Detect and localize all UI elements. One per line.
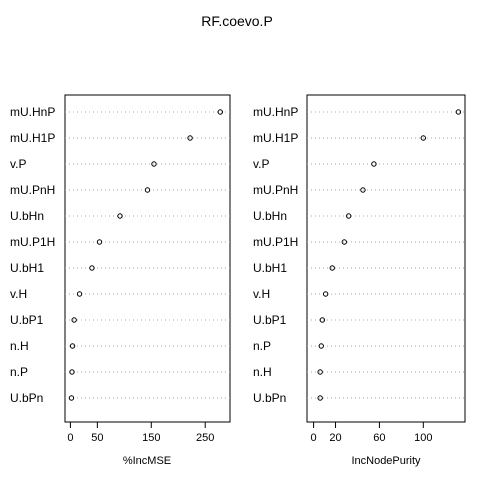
point-u-bhn — [345, 213, 352, 219]
x-tick-label: 20 — [329, 432, 341, 444]
category-label-u-bp1: U.bP1 — [10, 313, 44, 327]
point-u-bhn — [117, 213, 123, 219]
point-n-p — [318, 343, 324, 349]
category-label-v-p: v.P — [10, 157, 26, 171]
category-label-mu-h1p: mU.H1P — [10, 131, 55, 145]
point-mu-hnp — [455, 109, 462, 115]
category-label-v-h: v.H — [10, 287, 27, 301]
category-label-mu-hnp: mU.HnP — [253, 105, 298, 119]
x-tick-label: 250 — [196, 432, 214, 444]
chart-title: RF.coevo.P — [201, 13, 273, 29]
point-n-p — [69, 369, 75, 375]
point-mu-pnh — [144, 187, 151, 193]
x-tick-label: 0 — [67, 432, 73, 444]
point-u-bp1 — [319, 317, 326, 323]
plot-frame — [306, 94, 466, 423]
category-label-u-bpn: U.bPn — [10, 391, 43, 405]
x-tick-label: 0 — [311, 432, 317, 444]
x-axis-label: %IncMSE — [123, 455, 171, 467]
point-u-bpn — [317, 395, 323, 401]
point-n-h — [69, 343, 76, 349]
category-label-v-h: v.H — [253, 287, 270, 301]
category-label-n-h: n.H — [10, 339, 29, 353]
category-label-v-p: v.P — [253, 157, 269, 171]
point-u-bp1 — [71, 317, 77, 323]
category-label-u-bhn: U.bHn — [253, 209, 287, 223]
point-mu-hnp — [217, 109, 223, 115]
panel-incnodepurity: mU.HnP mU.H1P v.P mU.PnH U.bHn mU.P1H U.bH1 v.H… — [253, 94, 466, 467]
panel-incmse: mU.HnP mU.H1P v.P mU.PnH U.bHn mU.P1H U.bH1 v.H… — [10, 94, 231, 467]
category-label-mu-pnh: mU.PnH — [253, 183, 298, 197]
point-mu-pnh — [360, 187, 366, 193]
x-tick-label: 50 — [91, 432, 103, 444]
point-mu-h1p — [420, 135, 427, 141]
point-u-bh1 — [89, 265, 95, 271]
point-mu-h1p — [187, 135, 193, 141]
category-label-u-bh1: U.bH1 — [253, 261, 287, 275]
category-label-u-bpn: U.bPn — [253, 391, 286, 405]
point-v-p — [371, 161, 377, 167]
category-label-n-p: n.P — [10, 365, 28, 379]
point-u-bpn — [68, 395, 75, 401]
category-label-mu-p1h: mU.P1H — [253, 235, 298, 249]
category-label-u-bp1: U.bP1 — [253, 313, 287, 327]
point-v-h — [322, 291, 329, 297]
point-u-bh1 — [329, 265, 335, 271]
plot-frame — [64, 94, 231, 423]
x-tick-label: 100 — [414, 432, 432, 444]
point-n-h — [317, 369, 323, 375]
category-label-mu-p1h: mU.P1H — [10, 235, 55, 249]
x-tick-label: 60 — [373, 432, 385, 444]
point-v-h — [76, 291, 83, 297]
category-label-u-bh1: U.bH1 — [10, 261, 44, 275]
category-label-n-p: n.P — [253, 339, 271, 353]
point-mu-p1h — [96, 239, 103, 245]
x-axis-label: IncNodePurity — [351, 455, 421, 467]
category-label-mu-h1p: mU.H1P — [253, 131, 298, 145]
category-label-mu-hnp: mU.HnP — [10, 105, 55, 119]
x-tick-label: 150 — [142, 432, 160, 444]
category-label-u-bhn: U.bHn — [10, 209, 44, 223]
category-label-mu-pnh: mU.PnH — [10, 183, 55, 197]
category-label-n-h: n.H — [253, 365, 272, 379]
point-v-p — [151, 161, 157, 167]
point-mu-p1h — [341, 239, 348, 245]
